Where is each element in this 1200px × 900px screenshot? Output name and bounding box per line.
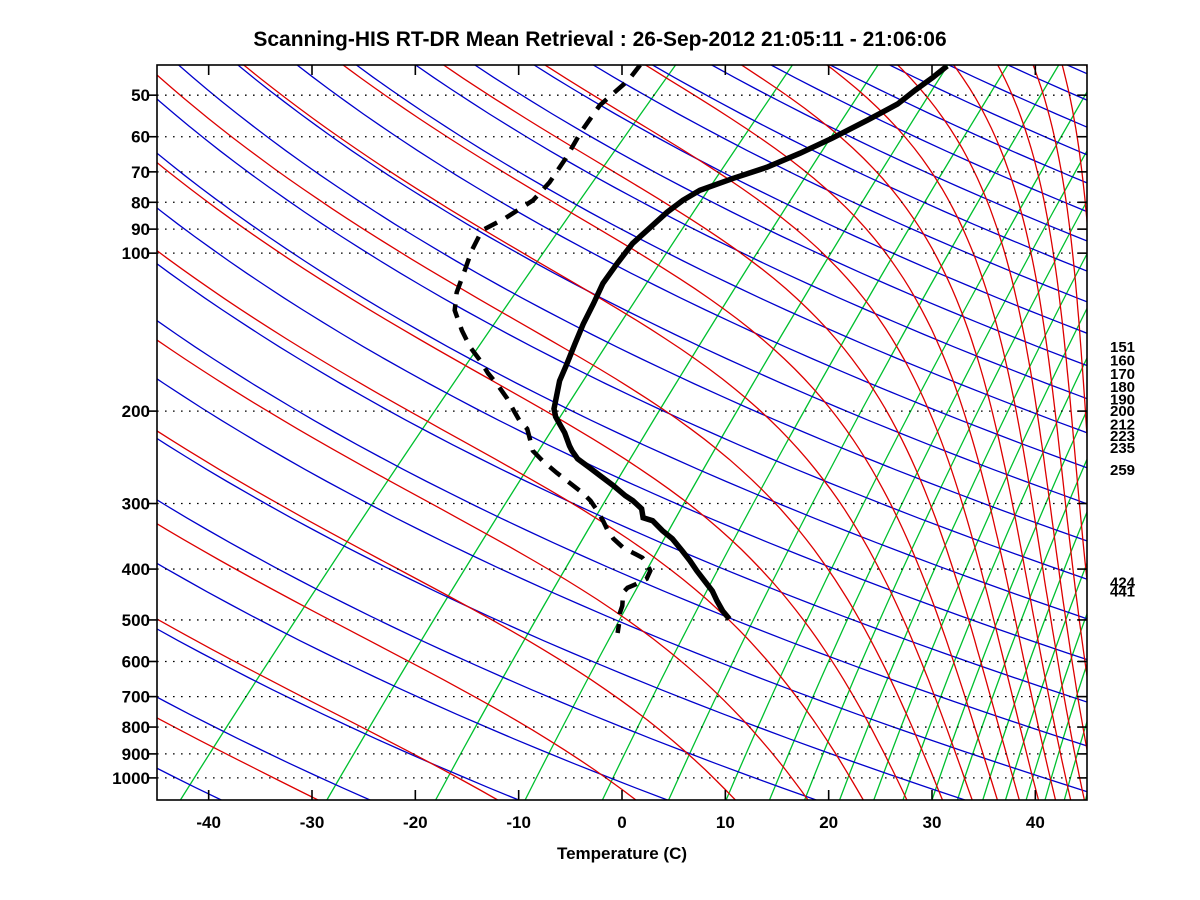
svg-text:100: 100 bbox=[122, 244, 150, 263]
svg-text:441: 441 bbox=[1110, 583, 1135, 600]
svg-text:259: 259 bbox=[1110, 462, 1135, 479]
svg-text:500: 500 bbox=[122, 611, 150, 630]
svg-text:212: 212 bbox=[1110, 416, 1135, 433]
svg-text:235: 235 bbox=[1110, 440, 1135, 457]
svg-text:300: 300 bbox=[122, 495, 150, 514]
svg-text:90: 90 bbox=[131, 220, 150, 239]
svg-text:50: 50 bbox=[131, 86, 150, 105]
svg-text:70: 70 bbox=[131, 163, 150, 182]
svg-text:190: 190 bbox=[1110, 391, 1135, 408]
svg-text:40: 40 bbox=[1026, 813, 1045, 832]
svg-text:800: 800 bbox=[122, 718, 150, 737]
svg-text:900: 900 bbox=[122, 745, 150, 764]
svg-text:-20: -20 bbox=[403, 813, 428, 832]
svg-text:80: 80 bbox=[131, 193, 150, 212]
svg-text:151: 151 bbox=[1110, 339, 1135, 356]
svg-text:200: 200 bbox=[122, 402, 150, 421]
svg-text:1000: 1000 bbox=[112, 769, 150, 788]
svg-text:200: 200 bbox=[1110, 403, 1135, 420]
svg-text:-10: -10 bbox=[506, 813, 531, 832]
chart-title: Scanning-HIS RT-DR Mean Retrieval : 26-S… bbox=[253, 28, 947, 51]
svg-text:0: 0 bbox=[617, 813, 626, 832]
svg-text:170: 170 bbox=[1110, 366, 1135, 383]
svg-text:400: 400 bbox=[122, 560, 150, 579]
svg-text:20: 20 bbox=[819, 813, 838, 832]
svg-text:600: 600 bbox=[122, 652, 150, 671]
svg-text:424: 424 bbox=[1110, 574, 1136, 591]
svg-text:10: 10 bbox=[716, 813, 735, 832]
svg-text:160: 160 bbox=[1110, 352, 1135, 369]
svg-text:223: 223 bbox=[1110, 428, 1135, 445]
svg-text:30: 30 bbox=[923, 813, 942, 832]
svg-text:700: 700 bbox=[122, 688, 150, 707]
x-axis-label: Temperature (C) bbox=[556, 844, 688, 863]
svg-text:-30: -30 bbox=[300, 813, 325, 832]
svg-text:180: 180 bbox=[1110, 379, 1135, 396]
svg-text:-40: -40 bbox=[196, 813, 221, 832]
svg-text:60: 60 bbox=[131, 128, 150, 147]
